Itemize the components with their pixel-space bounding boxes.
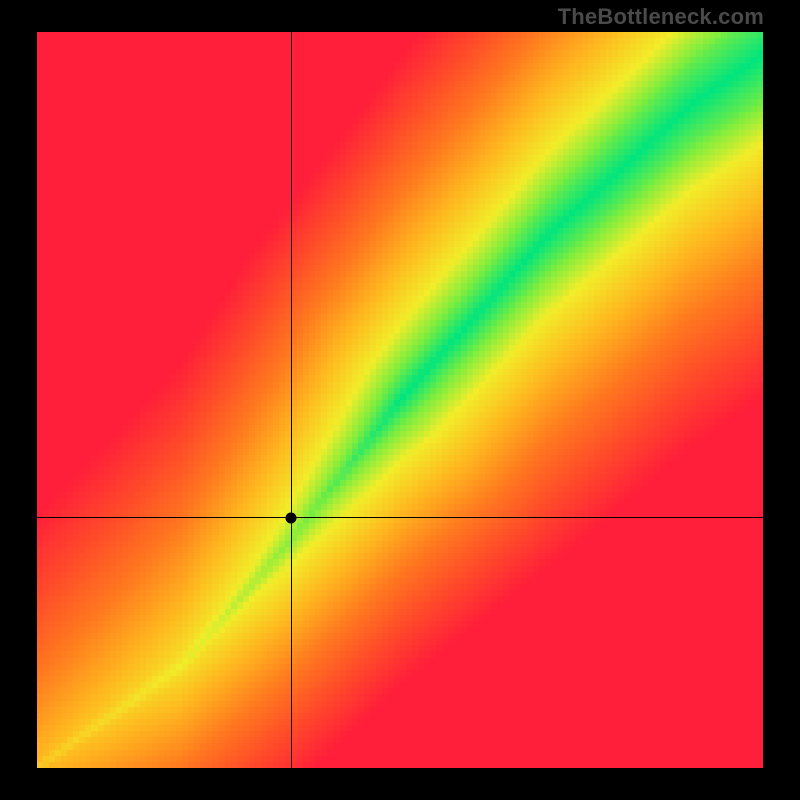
crosshair-horizontal [37, 517, 763, 518]
crosshair-vertical [291, 32, 292, 768]
chart-container: TheBottleneck.com [0, 0, 800, 800]
attribution-text: TheBottleneck.com [558, 4, 764, 30]
crosshair-point [286, 512, 297, 523]
heatmap-plot [37, 32, 763, 768]
heatmap-canvas [37, 32, 763, 768]
